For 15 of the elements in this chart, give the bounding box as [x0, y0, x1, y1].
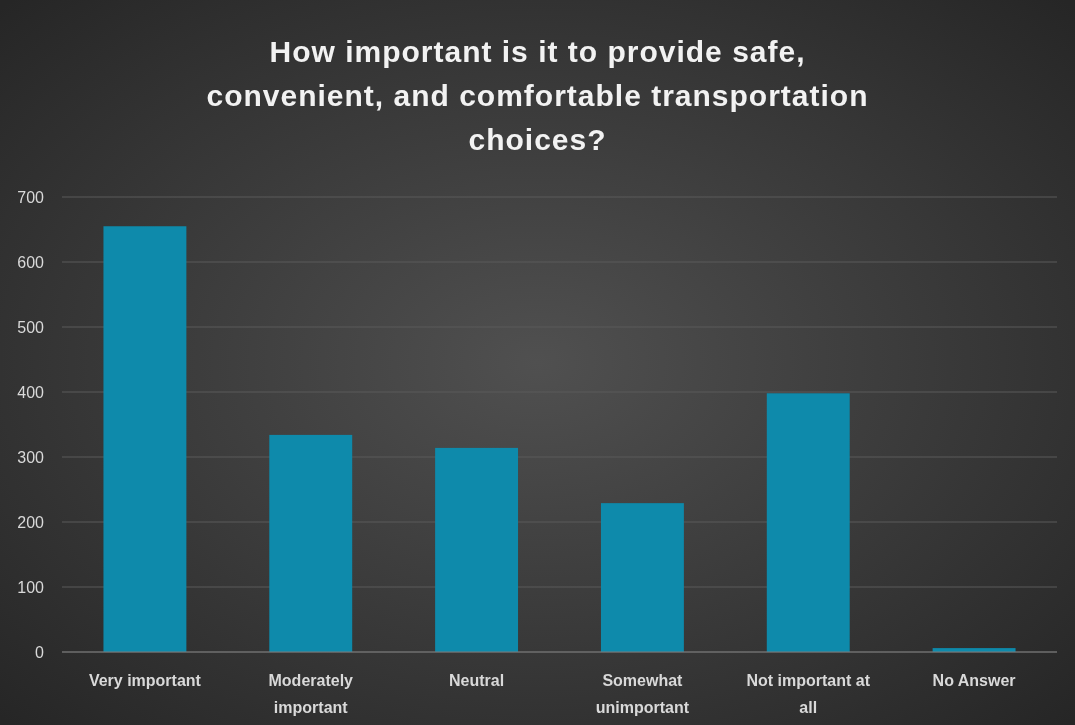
x-tick-label: Very important [88, 672, 202, 689]
y-tick-label: 100 [17, 578, 45, 596]
y-tick-label: 200 [17, 513, 45, 531]
y-tick-label: 500 [17, 318, 45, 336]
chart-title: How important is it to provide safe, convenient, and comfortable transportation choices? [206, 35, 869, 156]
x-tick-label: Neutral [449, 672, 505, 689]
y-tick-label: 300 [17, 448, 45, 466]
x-tick-label: Moderately important [268, 672, 354, 716]
y-tick-label: 700 [17, 188, 45, 206]
x-tick-label: No Answer [932, 672, 1016, 689]
y-tick-label: 400 [17, 383, 45, 401]
y-tick-label: 600 [17, 253, 45, 271]
y-tick-label: 0 [35, 643, 45, 661]
x-tick-label: Somewhat unimportant [595, 672, 690, 716]
x-tick-label: Not important at all [746, 672, 871, 716]
